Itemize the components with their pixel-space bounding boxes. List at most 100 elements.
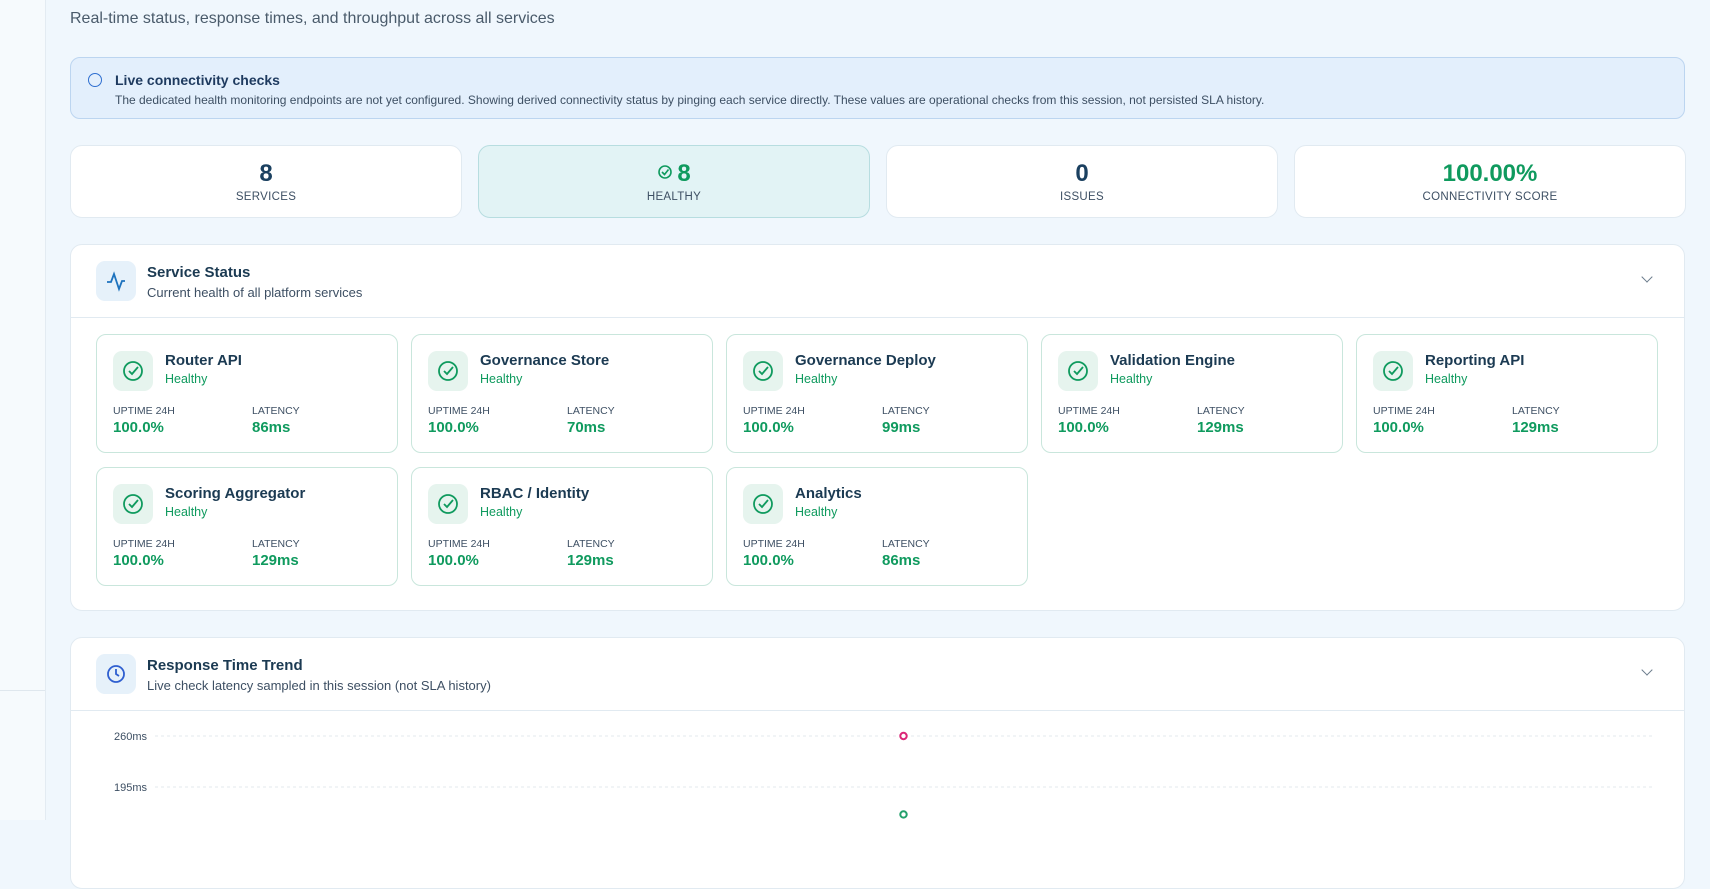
uptime-label: UPTIME 24H [113,405,175,417]
uptime-label: UPTIME 24H [1058,405,1120,417]
service-name: Scoring Aggregator [165,485,306,502]
uptime-label: UPTIME 24H [1373,405,1435,417]
uptime-label: UPTIME 24H [428,405,490,417]
check-icon [753,361,773,381]
sidebar [0,0,46,820]
status-icon [428,484,468,524]
alert-text: The dedicated health monitoring endpoint… [115,93,1265,107]
latency-value: 99ms [882,419,921,436]
uptime-value: 100.0% [743,419,794,436]
status-icon [113,484,153,524]
service-status: Healthy [1425,372,1468,386]
icon [107,665,125,683]
service-name: RBAC / Identity [480,485,590,502]
service-status: Healthy [165,372,208,386]
check-icon [438,494,458,514]
stat-number: 0 [1075,160,1089,187]
clock-icon [96,654,136,694]
latency-label: LATENCY [252,538,300,550]
stat-number: 8 [677,160,691,187]
service-grid: Router API Healthy UPTIME 24H 100.0% LATENCY… [96,334,1658,586]
latency-label: LATENCY [1197,405,1245,417]
uptime-value: 100.0% [743,552,794,569]
check-icon [1383,361,1403,381]
service-card: Validation Engine Healthy UPTIME 24H 100.0%… [1041,334,1343,453]
latency-label: LATENCY [1512,405,1560,417]
response-chart: 195ms 260ms [114,731,1652,819]
uptime-label: UPTIME 24H [113,538,175,550]
stats-row: 8 SERVICES 8 HEALTHY 0 ISSUES 100.00% CONNECTIV… [70,145,1686,218]
service-status: Healthy [1110,372,1153,386]
alert-title: Live connectivity checks [115,72,280,88]
section-title: Service Status [147,264,251,281]
service-name: Reporting API [1425,352,1525,369]
service-card: Scoring Aggregator Healthy UPTIME 24H 100.0… [96,467,398,586]
stat-number: 100.00% [1442,160,1538,187]
service-status: Healthy [795,372,838,386]
check-icon [123,361,143,381]
uptime-label: UPTIME 24H [743,405,805,417]
stat-value: 8 [71,160,461,188]
stat-card: 0 ISSUES [886,145,1278,218]
service-card: RBAC / Identity Healthy UPTIME 24H 100.0% LA… [411,467,713,586]
stat-number: 8 [259,160,273,187]
stat-card: 100.00% CONNECTIVITY SCORE [1294,145,1686,218]
service-status: Healthy [480,505,523,519]
latency-label: LATENCY [252,405,300,417]
status-icon [1058,351,1098,391]
divider [71,317,1684,318]
stat-card: 8 SERVICES [70,145,462,218]
uptime-label: UPTIME 24H [743,538,805,550]
stat-value: 0 [887,160,1277,188]
section-subtitle: Current health of all platform services [147,285,363,300]
status-icon [743,484,783,524]
info-icon [88,73,102,87]
stat-label: SERVICES [235,191,297,203]
latency-label: LATENCY [567,538,615,550]
stat-label: ISSUES [1060,191,1104,203]
service-status: Healthy [480,372,523,386]
check-icon [753,494,773,514]
icon [107,271,125,292]
stat-value: 100.00% [1295,160,1685,188]
status-icon [113,351,153,391]
uptime-value: 100.0% [1373,419,1424,436]
uptime-value: 100.0% [113,552,164,569]
uptime-value: 100.0% [428,419,479,436]
divider [71,710,1684,711]
service-status: Healthy [165,505,208,519]
latency-value: 129ms [1512,419,1559,436]
uptime-value: 100.0% [113,419,164,436]
latency-value: 86ms [252,419,291,436]
service-status: Healthy [795,505,838,519]
latency-label: LATENCY [882,538,930,550]
service-name: Router API [165,352,242,369]
latency-value: 70ms [567,419,606,436]
latency-label: LATENCY [882,405,930,417]
section-subtitle: Live check latency sampled in this sessi… [147,678,491,693]
status-icon [743,351,783,391]
latency-label: LATENCY [567,405,615,417]
service-card: Governance Deploy Healthy UPTIME 24H 100.0%… [726,334,1028,453]
y-tick-label: 260ms [114,731,148,743]
stat-label: HEALTHY [646,191,702,203]
uptime-value: 100.0% [1058,419,1109,436]
uptime-value: 100.0% [428,552,479,569]
data-point [899,810,908,819]
stat-card: 8 HEALTHY [478,145,870,218]
stat-label: CONNECTIVITY SCORE [1422,191,1558,203]
activity-icon [96,261,136,301]
service-card: Router API Healthy UPTIME 24H 100.0% LATENCY… [96,334,398,453]
latency-value: 129ms [567,552,614,569]
service-name: Validation Engine [1110,352,1236,369]
y-tick-label: 195ms [114,782,148,794]
data-point [899,731,908,741]
section-title: Response Time Trend [147,657,303,674]
service-name: Governance Store [480,352,610,369]
service-card: Analytics Healthy UPTIME 24H 100.0% LATENCY 8… [726,467,1028,586]
status-icon [428,351,468,391]
status-icon [1373,351,1413,391]
uptime-label: UPTIME 24H [428,538,490,550]
service-name: Governance Deploy [795,352,936,369]
